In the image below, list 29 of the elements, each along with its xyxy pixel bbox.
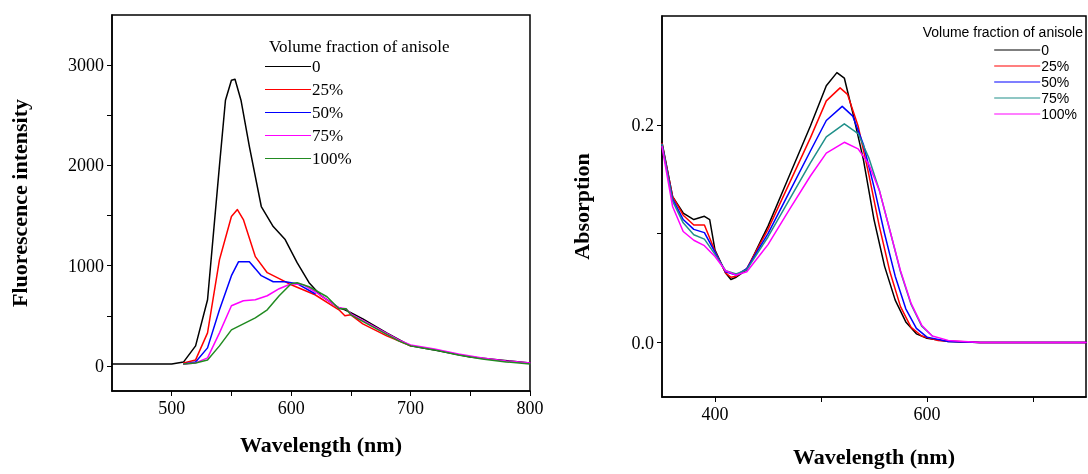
legend-label: 25% [312,80,344,99]
y-axis-title: Absorption [568,153,594,260]
x-tick-label: 600 [913,404,941,424]
legend-label: 100% [1041,106,1078,122]
x-tick-label: 500 [158,398,186,418]
x-tick-label: 400 [701,404,729,424]
legend-label: 50% [1041,74,1070,90]
legend-title: Volume fraction of anisole [922,24,1084,40]
y-tick-label: 3000 [68,55,104,76]
x-tick-label: 800 [516,398,544,418]
y-tick-label: 2000 [68,155,104,176]
x-axis-title: Wavelength (nm) [793,443,955,469]
y-tick-label: 0.0 [631,332,654,353]
legend-label: 75% [312,126,344,145]
y-tick-label: 0.2 [631,114,654,135]
line-series [661,141,1087,344]
x-tick-label: 700 [397,398,425,418]
legend-label: 0 [1041,42,1050,58]
legend-title: Volume fraction of anisole [269,37,450,56]
y-tick-label: 1000 [68,255,104,276]
legend-label: 0 [312,57,321,76]
legend-label: 25% [1041,58,1070,74]
legend-label: 75% [1041,90,1070,106]
x-tick-label: 600 [277,398,305,418]
y-axis-title: Fluorescence intensity [6,99,32,307]
legend-label: 100% [312,149,352,168]
legend-label: 50% [312,103,344,122]
x-axis-title: Wavelength (nm) [240,431,402,457]
y-tick-label: 0 [95,355,104,376]
